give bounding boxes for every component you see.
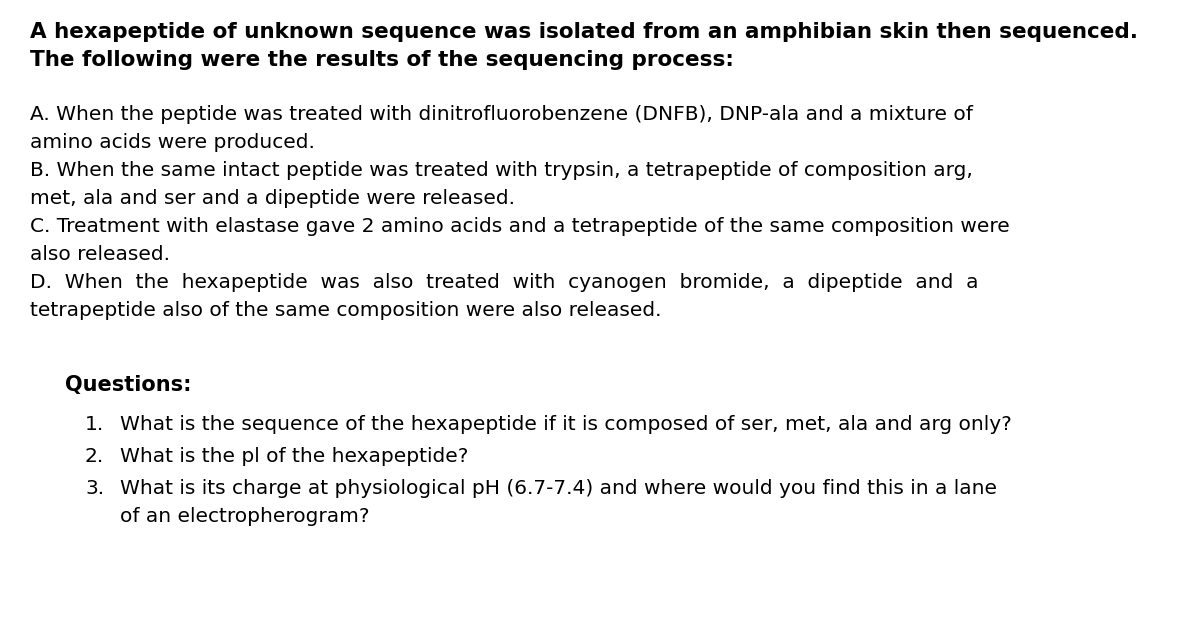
Text: B. When the same intact peptide was treated with trypsin, a tetrapeptide of comp: B. When the same intact peptide was trea… xyxy=(30,161,973,180)
Text: The following were the results of the sequencing process:: The following were the results of the se… xyxy=(30,50,734,70)
Text: also released.: also released. xyxy=(30,245,170,264)
Text: A. When the peptide was treated with dinitrofluorobenzene (DNFB), DNP-ala and a : A. When the peptide was treated with din… xyxy=(30,105,973,124)
Text: 2.: 2. xyxy=(85,447,104,466)
Text: What is the pl of the hexapeptide?: What is the pl of the hexapeptide? xyxy=(120,447,468,466)
Text: of an electropherogram?: of an electropherogram? xyxy=(120,507,370,526)
Text: tetrapeptide also of the same composition were also released.: tetrapeptide also of the same compositio… xyxy=(30,301,661,320)
Text: amino acids were produced.: amino acids were produced. xyxy=(30,133,314,152)
Text: Questions:: Questions: xyxy=(65,375,192,395)
Text: met, ala and ser and a dipeptide were released.: met, ala and ser and a dipeptide were re… xyxy=(30,189,515,208)
Text: C. Treatment with elastase gave 2 amino acids and a tetrapeptide of the same com: C. Treatment with elastase gave 2 amino … xyxy=(30,217,1009,236)
Text: A hexapeptide of unknown sequence was isolated from an amphibian skin then seque: A hexapeptide of unknown sequence was is… xyxy=(30,22,1138,42)
Text: D.  When  the  hexapeptide  was  also  treated  with  cyanogen  bromide,  a  dip: D. When the hexapeptide was also treated… xyxy=(30,273,978,292)
Text: 3.: 3. xyxy=(85,479,104,498)
Text: What is its charge at physiological pH (6.7-7.4) and where would you find this i: What is its charge at physiological pH (… xyxy=(120,479,997,498)
Text: 1.: 1. xyxy=(85,415,104,434)
Text: What is the sequence of the hexapeptide if it is composed of ser, met, ala and a: What is the sequence of the hexapeptide … xyxy=(120,415,1012,434)
